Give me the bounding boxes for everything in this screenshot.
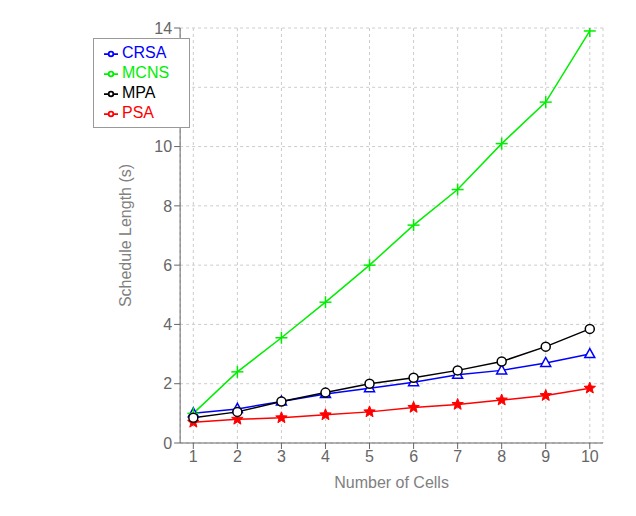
svg-text:10: 10 [154, 138, 172, 155]
svg-text:2: 2 [233, 448, 242, 465]
svg-text:3: 3 [277, 448, 286, 465]
svg-text:5: 5 [365, 448, 374, 465]
svg-text:8: 8 [497, 448, 506, 465]
html-text:PSA: PSA [122, 104, 154, 121]
svg-text:7: 7 [453, 448, 462, 465]
svg-text:9: 9 [541, 448, 550, 465]
svg-text:12: 12 [154, 79, 172, 96]
svg-text:4: 4 [321, 448, 330, 465]
svg-text:8: 8 [163, 198, 172, 215]
svg-text:4: 4 [163, 316, 172, 333]
svg-text:6: 6 [163, 257, 172, 274]
svg-text:14: 14 [154, 20, 172, 37]
html-text:CRSA: CRSA [122, 44, 167, 61]
html-text:MPA: MPA [122, 84, 156, 101]
svg-text:Schedule Length (s): Schedule Length (s) [117, 164, 134, 307]
svg-text:0: 0 [163, 435, 172, 452]
svg-text:2: 2 [163, 375, 172, 392]
svg-text:Number of Cells: Number of Cells [334, 474, 449, 491]
svg-text:6: 6 [409, 448, 418, 465]
svg-text:10: 10 [581, 448, 599, 465]
svg-text:1: 1 [189, 448, 198, 465]
html-text:MCNS: MCNS [122, 64, 170, 81]
